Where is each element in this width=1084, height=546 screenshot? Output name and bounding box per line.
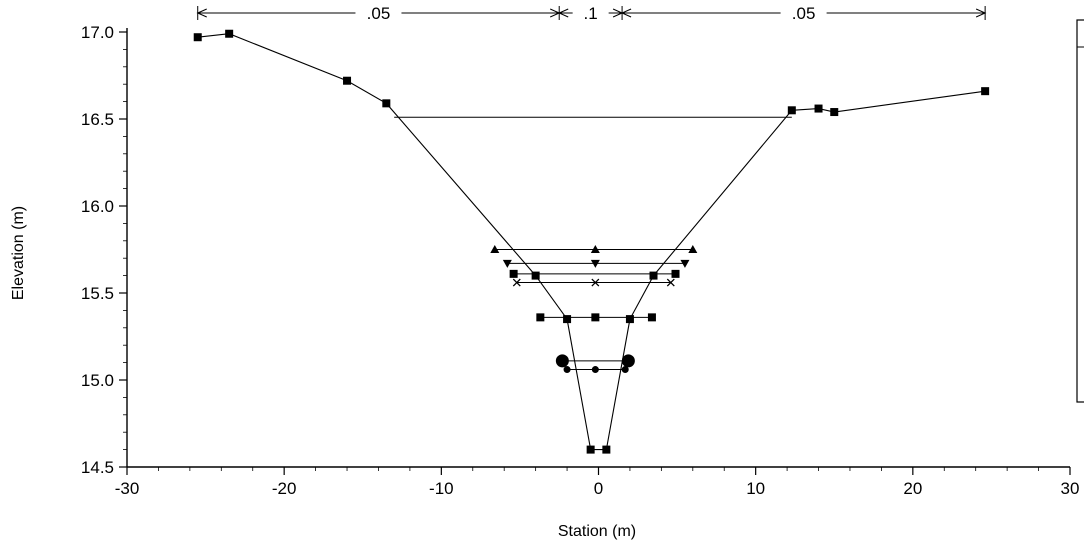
x-tick-label: -20	[272, 479, 297, 498]
square-marker	[225, 29, 234, 38]
square-marker	[586, 445, 595, 454]
water-level	[563, 366, 629, 374]
square-marker	[531, 271, 540, 280]
y-tick-label: 16.5	[81, 110, 114, 129]
square-marker	[382, 99, 391, 108]
x-marker	[591, 278, 600, 287]
arrowhead	[196, 8, 207, 18]
triangle-up-marker	[490, 245, 500, 253]
ground-profile-line	[197, 33, 986, 451]
triangle-up-marker	[688, 245, 698, 253]
square-marker	[830, 108, 839, 117]
arrowhead	[557, 8, 569, 18]
legend-box	[1076, 19, 1084, 403]
square-marker	[343, 76, 352, 85]
small-circle-marker	[563, 366, 571, 374]
large-circle-marker	[555, 354, 569, 368]
water-levels	[394, 116, 792, 374]
water-level	[502, 259, 690, 268]
square-marker	[563, 315, 572, 324]
square-marker	[602, 445, 611, 454]
large-circle-marker	[621, 354, 635, 368]
square-marker	[536, 313, 545, 322]
triangle-up-marker	[590, 245, 600, 253]
square-marker	[671, 269, 680, 278]
x-tick-label: 30	[1061, 479, 1080, 498]
x-tick-label: 20	[903, 479, 922, 498]
square-marker	[787, 106, 796, 115]
roughness-zones: .05 .1 .05	[196, 4, 987, 23]
roughness-label: .05	[792, 4, 816, 23]
x-tick-label: -10	[429, 479, 454, 498]
roughness-label: .05	[367, 4, 391, 23]
y-tick-label: 15.5	[81, 284, 114, 303]
x-marker	[666, 278, 675, 287]
square-marker	[647, 313, 656, 322]
y-ticks: 14.5 15.0 15.5 16.0 16.5 17.0	[81, 23, 127, 477]
square-marker	[981, 87, 990, 96]
square-marker	[625, 315, 634, 324]
water-level	[536, 313, 656, 322]
triangle-down-marker	[680, 259, 690, 268]
x-axis-title: Station (m)	[558, 523, 636, 540]
x-tick-label: 0	[594, 479, 603, 498]
square-marker	[814, 104, 823, 113]
square-marker	[591, 313, 600, 322]
small-circle-marker	[591, 366, 599, 374]
y-tick-label: 16.0	[81, 197, 114, 216]
y-tick-label: 15.0	[81, 371, 114, 390]
small-circle-marker	[621, 366, 629, 374]
square-marker	[509, 269, 518, 278]
triangle-down-marker	[590, 259, 600, 268]
x-ticks: -30 -20 -10 0 10 20 30	[115, 467, 1080, 498]
water-level	[490, 245, 698, 253]
roughness-label: .1	[584, 4, 598, 23]
x-tick-label: 10	[746, 479, 765, 498]
axes: -30 -20 -10 0 10 20 30 14.5 15.0 15.5 16.0 16.5 17.…	[81, 23, 1080, 498]
x-marker	[512, 278, 521, 287]
water-level	[512, 278, 675, 287]
water-level	[509, 269, 680, 278]
x-tick-label: -30	[115, 479, 140, 498]
triangle-down-marker	[502, 259, 512, 268]
arrowhead	[620, 8, 632, 18]
ground-profile	[193, 29, 990, 454]
square-marker	[193, 33, 202, 42]
y-tick-label: 14.5	[81, 458, 114, 477]
square-marker	[649, 271, 658, 280]
arrowhead	[975, 8, 987, 18]
y-tick-label: 17.0	[81, 23, 114, 42]
water-level	[555, 354, 635, 368]
y-axis-title: Elevation (m)	[10, 206, 27, 300]
